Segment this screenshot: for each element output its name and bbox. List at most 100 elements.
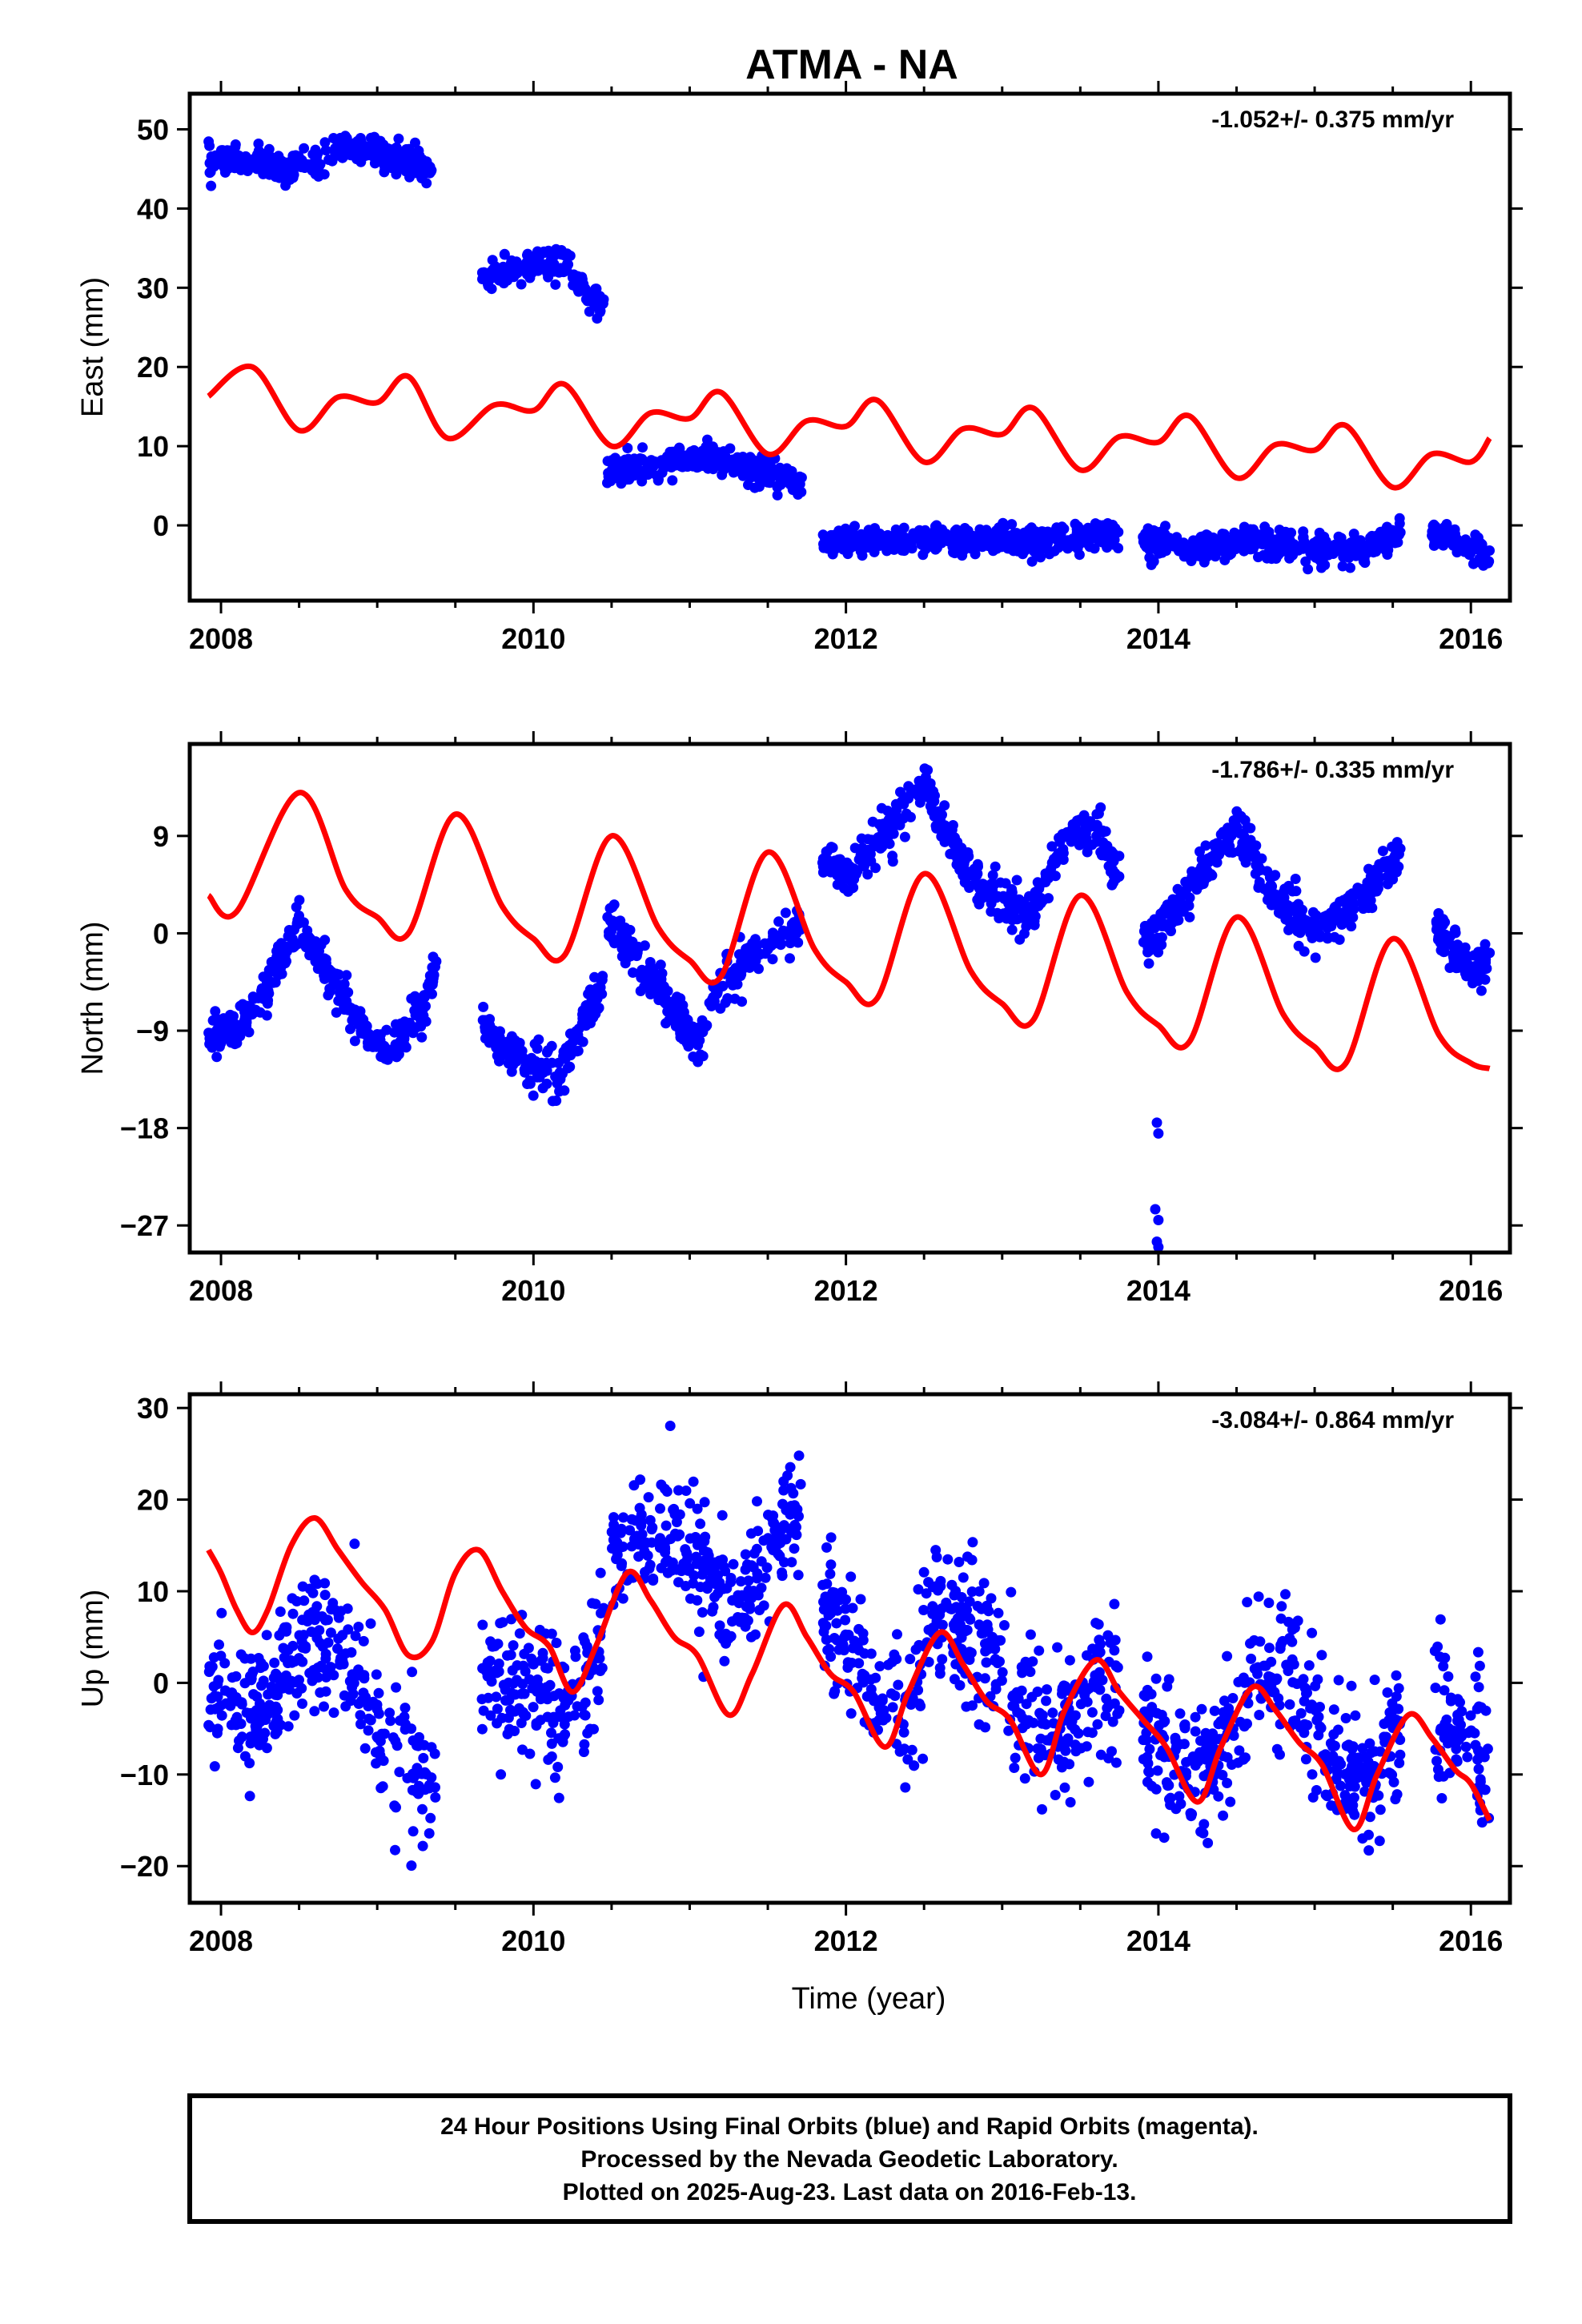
data-point [923, 1656, 934, 1667]
data-point [1092, 1719, 1103, 1730]
data-point [1162, 919, 1174, 930]
data-point [974, 1619, 985, 1630]
data-point [560, 1053, 571, 1064]
data-point [211, 1727, 223, 1739]
data-point [376, 1051, 387, 1063]
data-point [956, 842, 967, 854]
data-point [960, 1626, 971, 1637]
data-point [1471, 543, 1482, 554]
data-point [840, 523, 851, 534]
data-point [391, 1682, 402, 1693]
data-point [1476, 1817, 1488, 1828]
data-point [1242, 1719, 1252, 1729]
data-point [320, 1671, 331, 1683]
data-point [244, 1758, 255, 1769]
data-point [1228, 815, 1239, 826]
data-point [1073, 524, 1084, 535]
north-data-points [203, 763, 1496, 1252]
data-point [231, 1695, 243, 1707]
data-point [1450, 529, 1460, 540]
data-point [417, 1803, 428, 1815]
data-point [1146, 559, 1157, 570]
data-point [582, 296, 593, 307]
data-point [1057, 1688, 1067, 1699]
data-point [827, 1586, 838, 1598]
data-point [837, 866, 849, 878]
data-point [773, 916, 785, 927]
north-model-curve [206, 790, 1491, 1072]
data-point [425, 1812, 436, 1823]
data-point [1034, 883, 1045, 895]
data-point [644, 1559, 656, 1570]
data-point [930, 790, 940, 801]
data-point [1292, 1615, 1303, 1626]
data-point [821, 1542, 832, 1553]
data-point [546, 1727, 556, 1739]
data-point [699, 1497, 710, 1508]
data-point [1460, 1741, 1472, 1752]
data-point [986, 1593, 997, 1604]
data-point [954, 1680, 966, 1691]
data-point [575, 281, 586, 292]
data-point [661, 994, 671, 1004]
data-point [491, 1667, 502, 1679]
data-point [319, 935, 331, 946]
data-point [1010, 1752, 1021, 1763]
data-point [412, 1022, 423, 1033]
data-point [430, 961, 440, 972]
data-point [918, 1566, 930, 1578]
data-point [1334, 934, 1345, 945]
data-point [639, 940, 650, 951]
data-point [829, 544, 841, 555]
data-point [552, 1762, 564, 1772]
data-point [887, 1702, 898, 1713]
data-point [520, 266, 531, 277]
data-point [532, 250, 544, 261]
data-point [761, 1562, 773, 1573]
data-point [1209, 1705, 1220, 1716]
data-point [293, 1654, 304, 1665]
data-point [1468, 950, 1480, 961]
data-point [394, 147, 405, 159]
data-point [837, 1639, 849, 1651]
data-point [671, 1517, 682, 1528]
data-point [1439, 1685, 1450, 1696]
data-point [1034, 1645, 1045, 1656]
data-point [1307, 932, 1318, 943]
data-point [695, 1518, 706, 1530]
data-point [1473, 1682, 1484, 1693]
data-point [244, 1791, 255, 1802]
data-point [855, 850, 866, 861]
data-point [1174, 1791, 1185, 1802]
data-point [1084, 1683, 1095, 1694]
data-point [239, 1011, 251, 1023]
data-point [723, 993, 734, 1004]
data-point [1235, 828, 1246, 839]
data-point [359, 1743, 371, 1754]
data-point [333, 1633, 344, 1644]
data-point [1284, 1633, 1295, 1643]
data-point [522, 248, 533, 259]
data-point [503, 1712, 514, 1723]
up-data-points [203, 1421, 1495, 1872]
data-point [740, 1564, 751, 1575]
data-point [673, 1011, 683, 1022]
data-point [777, 1498, 788, 1510]
data-point [400, 1703, 411, 1714]
data-point [572, 1046, 583, 1057]
data-point [319, 1590, 331, 1601]
data-point [1103, 1753, 1114, 1763]
data-point [855, 1594, 866, 1605]
data-point [822, 846, 833, 857]
data-point [752, 1496, 762, 1507]
data-point [358, 1687, 369, 1699]
data-point [205, 167, 216, 178]
data-point [1311, 552, 1322, 563]
data-point [347, 1682, 358, 1693]
data-point [335, 1659, 346, 1671]
data-point [1071, 815, 1082, 826]
data-point [514, 1037, 525, 1048]
data-point [844, 861, 855, 872]
data-point [296, 1683, 307, 1694]
data-point [1090, 1618, 1102, 1629]
